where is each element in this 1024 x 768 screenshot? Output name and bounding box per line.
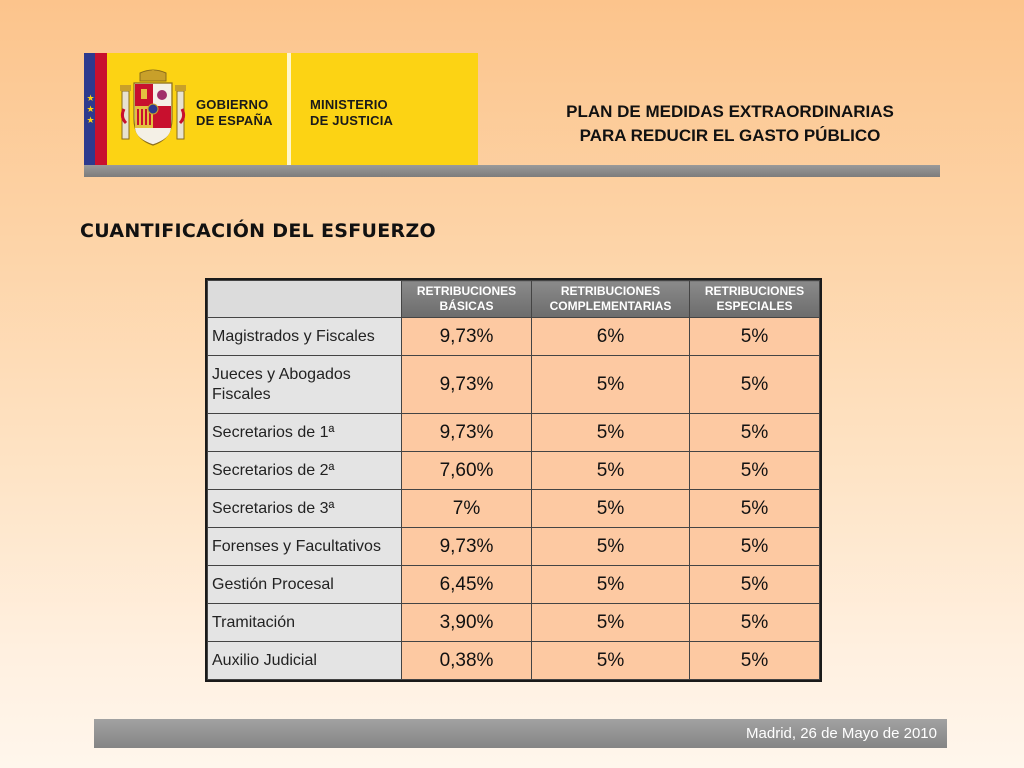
table-row: Secretarios de 3ª 7% 5% 5% <box>207 489 820 528</box>
value-cell: 9,73% <box>401 355 532 414</box>
value-cell: 5% <box>689 527 820 566</box>
plan-title-line2: PARA REDUCIR EL GASTO PÚBLICO <box>579 126 881 145</box>
header-line1: RETRIBUCIONES <box>704 284 805 298</box>
table-header-row: RETRIBUCIONES BÁSICAS RETRIBUCIONES COMP… <box>207 280 820 318</box>
table-row: Gestión Procesal 6,45% 5% 5% <box>207 565 820 604</box>
value-cell: 5% <box>531 489 690 528</box>
value-cell: 6,45% <box>401 565 532 604</box>
value-cell: 3,90% <box>401 603 532 642</box>
header-retribuciones-complementarias: RETRIBUCIONES COMPLEMENTARIAS <box>531 280 690 318</box>
table-row: Forenses y Facultativos 9,73% 5% 5% <box>207 527 820 566</box>
header-retribuciones-especiales: RETRIBUCIONES ESPECIALES <box>689 280 820 318</box>
value-cell: 5% <box>689 451 820 490</box>
table-corner-cell <box>207 280 402 318</box>
plan-title: PLAN DE MEDIDAS EXTRAORDINARIAS PARA RED… <box>480 100 980 148</box>
eu-stars-icon: ★ ★ ★ <box>86 93 95 125</box>
row-label: Secretarios de 2ª <box>207 451 402 490</box>
row-label: Secretarios de 3ª <box>207 489 402 528</box>
header-line1: RETRIBUCIONES <box>560 284 661 298</box>
table-row: Tramitación 3,90% 5% 5% <box>207 603 820 642</box>
ministerio-label: MINISTERIO DE JUSTICIA <box>310 97 393 129</box>
header-line2: ESPECIALES <box>716 299 793 313</box>
table-row: Magistrados y Fiscales 9,73% 6% 5% <box>207 317 820 356</box>
value-cell: 5% <box>531 451 690 490</box>
logo-divider <box>287 53 291 165</box>
header-line2: COMPLEMENTARIAS <box>549 299 672 313</box>
plan-title-line1: PLAN DE MEDIDAS EXTRAORDINARIAS <box>566 102 894 121</box>
value-cell: 6% <box>531 317 690 356</box>
value-cell: 5% <box>531 355 690 414</box>
table-row: Secretarios de 2ª 7,60% 5% 5% <box>207 451 820 490</box>
header-divider-bar <box>84 165 940 177</box>
value-cell: 5% <box>531 603 690 642</box>
table-row: Auxilio Judicial 0,38% 5% 5% <box>207 641 820 680</box>
value-cell: 5% <box>689 413 820 452</box>
header-line1: RETRIBUCIONES <box>416 284 517 298</box>
value-cell: 7% <box>401 489 532 528</box>
value-cell: 5% <box>531 527 690 566</box>
value-cell: 5% <box>531 413 690 452</box>
table-row: Jueces y Abogados Fiscales 9,73% 5% 5% <box>207 355 820 414</box>
row-label: Tramitación <box>207 603 402 642</box>
value-cell: 0,38% <box>401 641 532 680</box>
row-label: Forenses y Facultativos <box>207 527 402 566</box>
value-cell: 7,60% <box>401 451 532 490</box>
row-label: Magistrados y Fiscales <box>207 317 402 356</box>
row-label: Jueces y Abogados Fiscales <box>207 355 402 414</box>
value-cell: 5% <box>689 355 820 414</box>
value-cell: 5% <box>689 603 820 642</box>
value-cell: 5% <box>531 565 690 604</box>
coat-of-arms-icon <box>120 69 186 146</box>
header-line2: BÁSICAS <box>439 299 494 313</box>
value-cell: 5% <box>689 641 820 680</box>
spain-flag-strip <box>95 53 107 165</box>
row-label: Gestión Procesal <box>207 565 402 604</box>
eu-flag-strip <box>84 53 95 165</box>
table-row: Secretarios de 1ª 9,73% 5% 5% <box>207 413 820 452</box>
gobierno-label: GOBIERNO DE ESPAÑA <box>196 97 273 129</box>
government-logo: ★ ★ ★ GOBIERNO DE ESPAÑA MINISTERIO DE JUS… <box>84 53 478 165</box>
effort-table: RETRIBUCIONES BÁSICAS RETRIBUCIONES COMP… <box>205 278 822 682</box>
section-title: CUANTIFICACIÓN DEL ESFUERZO <box>80 220 436 242</box>
footer-date: Madrid, 26 de Mayo de 2010 <box>746 725 937 742</box>
ministerio-line2: DE JUSTICIA <box>310 113 394 128</box>
value-cell: 9,73% <box>401 317 532 356</box>
gobierno-line2: DE ESPAÑA <box>196 113 273 128</box>
value-cell: 9,73% <box>401 413 532 452</box>
value-cell: 5% <box>531 641 690 680</box>
row-label: Auxilio Judicial <box>207 641 402 680</box>
value-cell: 5% <box>689 489 820 528</box>
ministerio-line1: MINISTERIO <box>310 97 388 112</box>
value-cell: 9,73% <box>401 527 532 566</box>
value-cell: 5% <box>689 565 820 604</box>
row-label: Secretarios de 1ª <box>207 413 402 452</box>
header-retribuciones-basicas: RETRIBUCIONES BÁSICAS <box>401 280 532 318</box>
gobierno-line1: GOBIERNO <box>196 97 269 112</box>
footer-bar: Madrid, 26 de Mayo de 2010 <box>94 719 947 748</box>
value-cell: 5% <box>689 317 820 356</box>
